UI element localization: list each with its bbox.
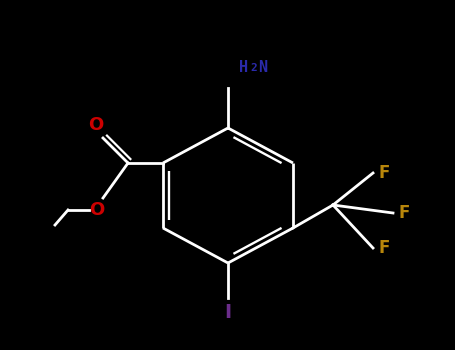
Text: F: F	[378, 239, 389, 257]
Text: F: F	[378, 164, 389, 182]
Text: F: F	[398, 204, 410, 222]
Text: N: N	[258, 61, 267, 76]
Text: O: O	[89, 201, 105, 219]
Text: H: H	[239, 61, 248, 76]
Text: I: I	[224, 303, 232, 322]
Text: 2: 2	[250, 63, 257, 73]
Text: O: O	[88, 116, 104, 134]
